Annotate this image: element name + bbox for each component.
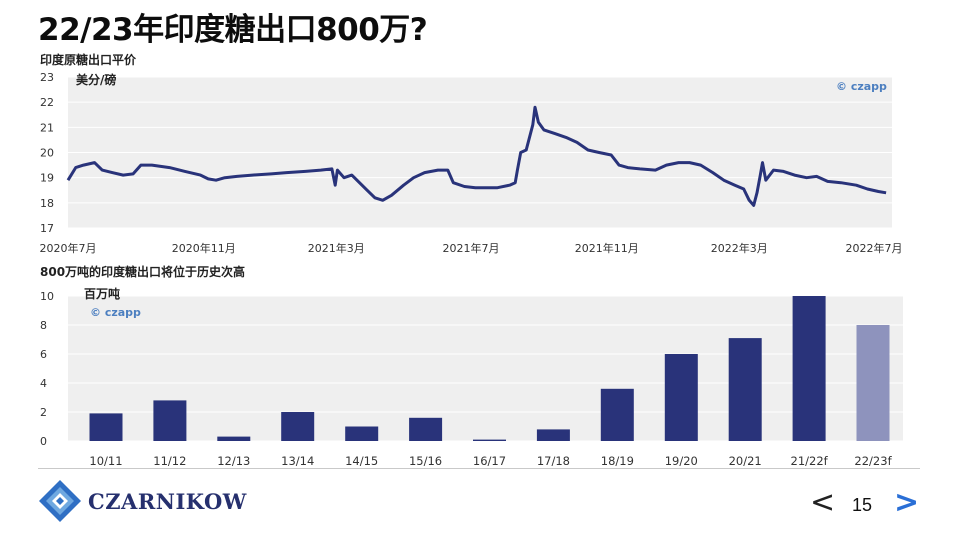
bar-y-tick-label: 10 (40, 290, 54, 303)
bar-x-ticks: 10/11 11/12 12/13 13/14 14/15 15/16 16/17 17/18… (89, 454, 892, 468)
line-chart-title: 印度原糖出口平价 (40, 52, 137, 67)
line-watermark: © czapp (836, 80, 887, 93)
bar-chart: 10 8 6 4 2 0 10/11 11/12 12/13 13/14 14/15 15/16 16… (40, 264, 903, 468)
bar-x-tick-label: 19/20 (665, 454, 698, 468)
bar-10-11 (89, 413, 123, 441)
line-y-ticks: 23 22 21 20 19 18 17 (40, 71, 54, 235)
bar-x-tick-label: 15/16 (409, 454, 442, 468)
bar-15-16 (409, 417, 443, 441)
bar-14-15 (345, 426, 379, 441)
line-y-tick-label: 21 (40, 121, 54, 134)
bar-y-axis-label: 百万吨 (84, 286, 120, 301)
bar-22-23f (856, 325, 890, 441)
bar-plot-area (68, 296, 903, 441)
bar-17-18 (536, 429, 570, 441)
bar-16-17 (473, 439, 506, 441)
prev-slide-button[interactable]: < (810, 485, 836, 520)
page-number: 15 (852, 495, 873, 515)
bar-chart-title: 800万吨的印度糖出口将位于历史次高 (40, 264, 245, 279)
line-x-tick-label: 2022年7月 (846, 241, 903, 255)
bar-x-tick-label: 20/21 (729, 454, 762, 468)
line-y-tick-label: 23 (40, 71, 54, 84)
bar-x-tick-label: 18/19 (601, 454, 634, 468)
bar-12-13 (217, 436, 251, 441)
line-y-tick-label: 19 (40, 172, 54, 185)
czarnikow-logo: CZARNIKOW (38, 478, 247, 524)
line-y-tick-label: 20 (40, 147, 54, 160)
line-y-tick-label: 17 (40, 222, 54, 235)
bar-13-14 (281, 412, 315, 441)
bar-19-20 (664, 354, 698, 441)
logo-wordmark: CZARNIKOW (88, 488, 247, 514)
bar-y-tick-label: 6 (40, 348, 47, 361)
line-y-tick-label: 18 (40, 197, 54, 210)
footer-divider (38, 468, 920, 469)
bar-x-tick-label: 12/13 (217, 454, 250, 468)
czarnikow-diamond-logo-icon (39, 480, 81, 522)
bar-series (89, 296, 890, 441)
line-x-tick-label: 2020年11月 (172, 241, 236, 255)
line-y-tick-label: 22 (40, 96, 54, 109)
bar-x-tick-label: 13/14 (281, 454, 314, 468)
line-x-ticks: 2020年7月 2020年11月 2021年3月 2021年7月 2021年11月 202… (40, 241, 903, 255)
bar-x-tick-label: 16/17 (473, 454, 506, 468)
bar-y-tick-label: 2 (40, 406, 47, 419)
bar-watermark: © czapp (90, 306, 141, 319)
bar-y-ticks: 10 8 6 4 2 0 (40, 290, 54, 448)
slide-title: 22/23年印度糖出口800万? (38, 12, 428, 48)
line-x-tick-label: 2021年11月 (575, 241, 639, 255)
bar-y-tick-label: 8 (40, 319, 47, 332)
line-y-axis-label: 美分/磅 (76, 72, 116, 87)
bar-x-tick-label: 22/23f (854, 454, 892, 468)
line-x-tick-label: 2020年7月 (40, 241, 97, 255)
bar-11-12 (153, 400, 187, 441)
bar-x-tick-label: 11/12 (153, 454, 186, 468)
line-x-tick-label: 2021年7月 (443, 241, 500, 255)
line-series-price (66, 105, 887, 207)
bar-x-tick-label: 10/11 (89, 454, 122, 468)
line-x-tick-label: 2022年3月 (711, 241, 768, 255)
bar-20-21 (728, 338, 762, 441)
bar-y-tick-label: 4 (40, 377, 47, 390)
bar-18-19 (600, 388, 634, 441)
next-slide-button[interactable]: > (894, 485, 920, 520)
line-x-tick-label: 2021年3月 (308, 241, 365, 255)
bar-y-tick-label: 0 (40, 435, 47, 448)
bar-21-22f (792, 296, 826, 441)
bar-x-tick-label: 21/22f (791, 454, 829, 468)
bar-x-tick-label: 17/18 (537, 454, 570, 468)
bar-x-tick-label: 14/15 (345, 454, 378, 468)
